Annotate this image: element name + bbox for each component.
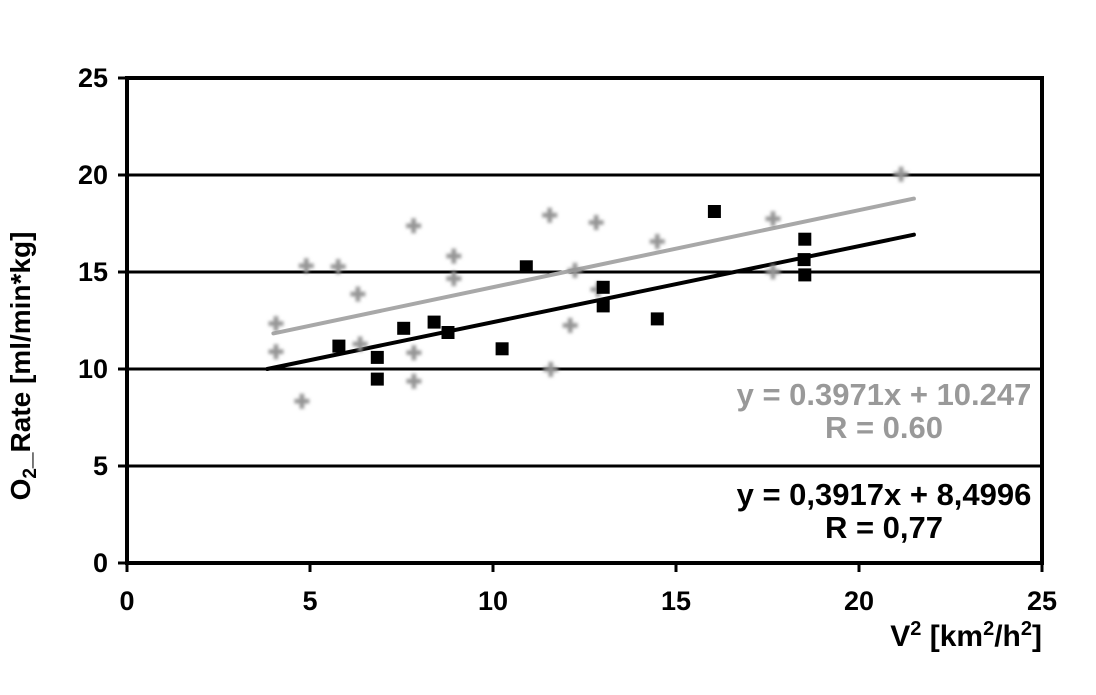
svg-text:25: 25 xyxy=(1027,586,1057,616)
svg-text:5: 5 xyxy=(93,451,108,481)
svg-text:y = 0.3971x + 10.247: y = 0.3971x + 10.247 xyxy=(737,377,1032,412)
svg-text:20: 20 xyxy=(844,586,874,616)
svg-text:10: 10 xyxy=(478,586,508,616)
svg-text:V2 [km2/h2]: V2 [km2/h2] xyxy=(890,618,1042,653)
svg-text:20: 20 xyxy=(78,160,108,190)
svg-text:15: 15 xyxy=(661,586,691,616)
svg-text:5: 5 xyxy=(302,586,317,616)
svg-text:R = 0,77: R = 0,77 xyxy=(825,510,943,545)
svg-text:0: 0 xyxy=(119,586,134,616)
svg-text:y = 0,3917x + 8,4996: y = 0,3917x + 8,4996 xyxy=(737,477,1032,512)
svg-text:0: 0 xyxy=(93,548,108,578)
svg-text:O2_Rate [ml/min*kg]: O2_Rate [ml/min*kg] xyxy=(5,232,41,501)
svg-text:R = 0.60: R = 0.60 xyxy=(825,410,943,445)
svg-text:25: 25 xyxy=(78,63,108,93)
svg-text:10: 10 xyxy=(78,354,108,384)
svg-text:15: 15 xyxy=(78,257,108,287)
